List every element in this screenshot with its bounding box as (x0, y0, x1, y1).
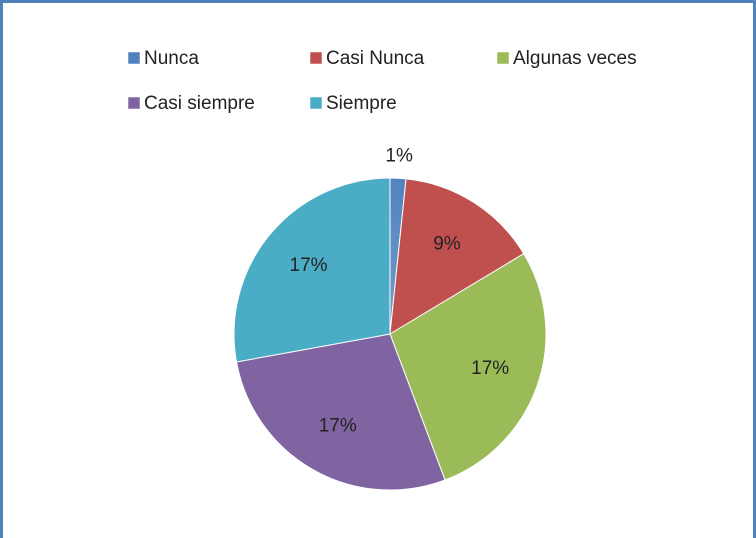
data-label: 17% (471, 358, 509, 379)
legend-swatch (309, 96, 323, 110)
legend-label: Casi siempre (144, 93, 255, 114)
legend-label: Nunca (144, 48, 199, 69)
legend-label: Siempre (326, 93, 397, 114)
legend-swatch (127, 96, 141, 110)
legend-label: Algunas veces (513, 48, 637, 69)
pie-slice (233, 177, 391, 363)
data-label: 17% (319, 415, 357, 436)
legend-swatch (127, 51, 141, 65)
legend-swatch (496, 51, 510, 65)
pie-slice (389, 178, 525, 335)
data-label: 17% (290, 255, 328, 276)
legend-label: Casi Nunca (326, 48, 425, 69)
data-label: 1% (385, 145, 413, 166)
pie-slice (389, 253, 547, 481)
pie-slice (235, 333, 446, 491)
legend-swatch (309, 51, 323, 65)
data-label: 9% (433, 234, 461, 255)
